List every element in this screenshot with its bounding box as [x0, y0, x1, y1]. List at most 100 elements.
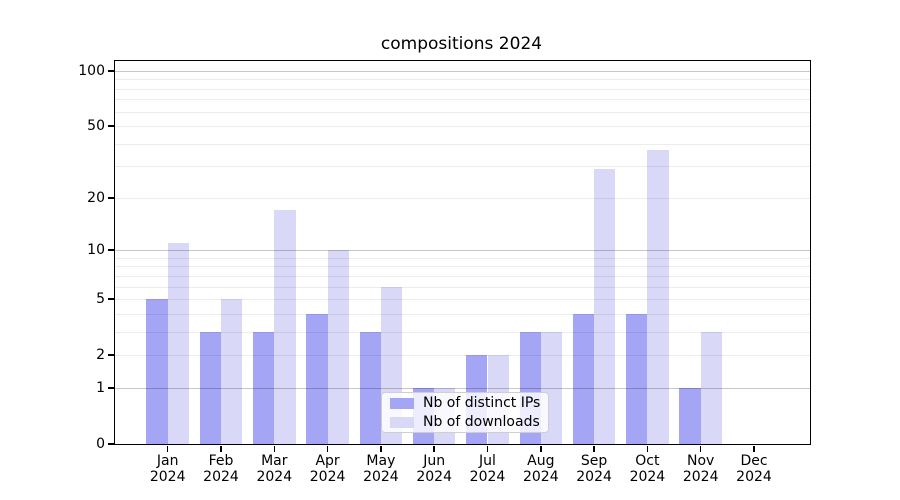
y-tick-label-50: 50: [87, 118, 105, 135]
legend-item-downloads: Nb of downloads: [390, 414, 540, 430]
bar-downloads-jan: [167, 243, 189, 444]
y-tick-label-20: 20: [87, 189, 105, 206]
month-label: Nov: [687, 453, 715, 469]
month-label: Jul: [479, 453, 496, 469]
bar-downloads-mar: [274, 210, 296, 444]
x-tick-label-mar: Mar 2024: [242, 453, 306, 485]
month-label: Apr: [315, 453, 340, 469]
gridline-100: [115, 70, 810, 72]
gridline-3: [115, 331, 810, 333]
bar-distinct-ips-oct: [626, 313, 648, 444]
y-tick-2: [107, 354, 114, 356]
year-label: 2024: [363, 469, 399, 485]
y-tick-label-2: 2: [96, 347, 105, 364]
bar-distinct-ips-may: [359, 331, 381, 444]
year-label: 2024: [682, 469, 719, 485]
x-tick-label-may: May 2024: [349, 453, 413, 485]
month-label: Jan: [156, 453, 179, 469]
year-label: 2024: [416, 469, 452, 485]
x-tick-jul: [486, 445, 489, 452]
x-tick-jun: [433, 445, 435, 452]
chart-title: compositions 2024: [380, 34, 543, 54]
bar-downloads-sep: [594, 168, 616, 444]
year-label: 2024: [522, 469, 559, 485]
y-tick-50: [107, 125, 114, 127]
y-tick-100: [107, 70, 114, 72]
bar-distinct-ips-sep: [572, 313, 595, 444]
month-label: May: [366, 453, 396, 469]
legend-swatch-distinct-ips: [390, 397, 414, 409]
bar-distinct-ips-feb: [199, 331, 221, 444]
y-tick-label-100: 100: [78, 62, 105, 79]
bar-downloads-apr: [327, 250, 349, 444]
bar-distinct-ips-apr: [306, 313, 328, 444]
gridline-1: [115, 387, 810, 389]
x-tick-oct: [646, 445, 649, 452]
year-label: 2024: [736, 469, 772, 485]
gridline-90: [115, 79, 810, 81]
year-label: 2024: [576, 469, 612, 485]
y-tick-label-5: 5: [96, 291, 105, 308]
gridline-9: [115, 257, 810, 259]
legend-label-distinct-ips: Nb of distinct IPs: [423, 395, 541, 411]
gridline-7: [115, 275, 810, 277]
month-label: Mar: [261, 453, 288, 469]
year-label: 2024: [203, 469, 239, 485]
x-tick-sep: [593, 445, 595, 452]
gridline-20: [115, 197, 810, 199]
y-tick-label-1: 1: [96, 379, 105, 396]
y-tick-label-10: 10: [87, 242, 105, 259]
gridline-8: [115, 266, 810, 268]
month-label: Jun: [423, 453, 446, 469]
x-tick-label-sep: Sep 2024: [562, 453, 626, 485]
plot-area: Nb of distinct IPs Nb of downloads 0 1 2 5 1…: [78, 60, 811, 485]
gridline-70: [115, 99, 810, 101]
legend-swatch-downloads: [390, 416, 414, 428]
x-tick-nov: [699, 445, 702, 452]
year-label: 2024: [309, 469, 346, 485]
y-tick-10: [107, 249, 114, 251]
year-label: 2024: [256, 469, 293, 485]
x-tick-aug: [540, 445, 542, 452]
gridline-40: [115, 143, 810, 145]
x-tick-label-aug: Aug 2024: [509, 453, 573, 485]
legend-label-downloads: Nb of downloads: [423, 414, 540, 430]
gridline-6: [115, 286, 810, 288]
x-tick-dec: [753, 445, 755, 452]
x-tick-label-oct: Oct 2024: [615, 453, 679, 485]
bar-downloads-nov: [700, 331, 722, 444]
x-tick-label-feb: Feb 2024: [189, 453, 253, 485]
gridline-5: [115, 299, 810, 301]
gridline-2: [115, 355, 810, 357]
month-label: Dec: [740, 453, 768, 469]
month-label: Aug: [527, 453, 555, 469]
x-tick-label-nov: Nov 2024: [669, 453, 733, 485]
x-tick-label-dec: Dec 2024: [722, 453, 786, 485]
bar-distinct-ips-mar: [253, 331, 275, 444]
month-label: Feb: [208, 453, 234, 469]
y-tick-label-0: 0: [96, 436, 105, 452]
legend: Nb of distinct IPs Nb of downloads: [381, 392, 549, 433]
month-label: Sep: [580, 453, 608, 469]
y-tick-5: [107, 298, 114, 300]
bar-distinct-ips-nov: [679, 387, 701, 444]
year-label: 2024: [149, 469, 186, 485]
year-label: 2024: [469, 469, 506, 485]
month-label: Oct: [635, 453, 660, 469]
x-tick-mar: [273, 445, 276, 452]
x-tick-label-jul: Jul 2024: [456, 453, 520, 485]
gridline-4: [115, 313, 810, 315]
y-tick-1: [107, 387, 114, 389]
gridline-30: [115, 166, 810, 168]
x-tick-may: [380, 445, 382, 452]
legend-item-distinct-ips: Nb of distinct IPs: [390, 395, 540, 411]
x-tick-apr: [326, 445, 329, 452]
bar-distinct-ips-jan: [146, 299, 168, 444]
gridline-10: [115, 250, 810, 252]
gridline-60: [115, 111, 810, 113]
bar-downloads-feb: [221, 299, 243, 444]
x-tick-label-jan: Jan 2024: [136, 453, 200, 485]
bar-downloads-oct: [647, 149, 669, 444]
x-tick-label-apr: Apr 2024: [296, 453, 360, 485]
